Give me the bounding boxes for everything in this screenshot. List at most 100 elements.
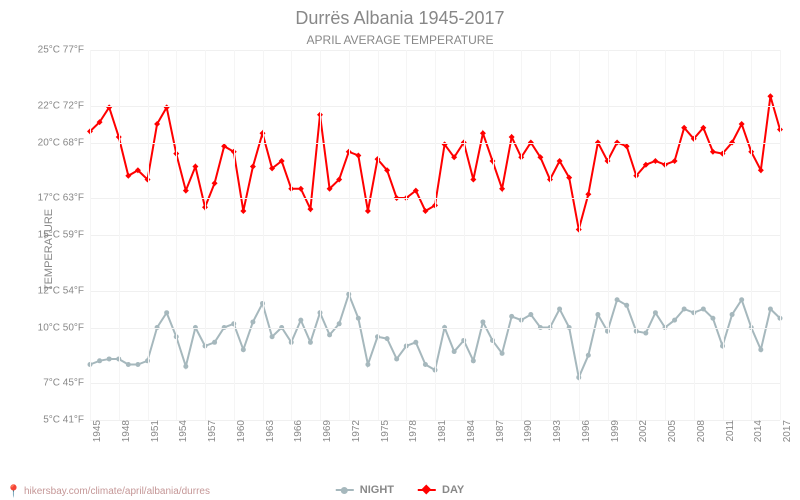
marker-day bbox=[480, 130, 486, 136]
marker-day bbox=[240, 208, 246, 214]
x-tick: 1975 bbox=[378, 420, 391, 442]
marker-night bbox=[212, 340, 217, 345]
marker-night bbox=[739, 297, 744, 302]
marker-night bbox=[107, 356, 112, 361]
legend-marker-night bbox=[336, 489, 354, 491]
marker-night bbox=[298, 318, 303, 323]
grid-line-v bbox=[263, 50, 264, 420]
x-tick: 1969 bbox=[320, 420, 333, 442]
legend-marker-day bbox=[418, 489, 436, 491]
grid-line-v bbox=[176, 50, 177, 420]
marker-night bbox=[509, 314, 514, 319]
y-tick: 22°C 72°F bbox=[38, 100, 90, 111]
grid-line-v bbox=[608, 50, 609, 420]
marker-day bbox=[624, 143, 630, 149]
grid-line-v bbox=[550, 50, 551, 420]
grid-line-v bbox=[464, 50, 465, 420]
marker-night bbox=[643, 331, 648, 336]
marker-night bbox=[653, 310, 658, 315]
marker-night bbox=[241, 347, 246, 352]
marker-night bbox=[452, 349, 457, 354]
marker-night bbox=[480, 319, 485, 324]
marker-night bbox=[250, 319, 255, 324]
grid-line-v bbox=[205, 50, 206, 420]
grid-line-v bbox=[378, 50, 379, 420]
y-tick: 17°C 63°F bbox=[38, 193, 90, 204]
marker-night bbox=[710, 316, 715, 321]
x-tick: 1996 bbox=[579, 420, 592, 442]
grid-line-v bbox=[320, 50, 321, 420]
grid-line-v bbox=[435, 50, 436, 420]
grid-line-v bbox=[119, 50, 120, 420]
grid-line-v bbox=[579, 50, 580, 420]
marker-night bbox=[183, 364, 188, 369]
marker-day bbox=[183, 188, 189, 194]
marker-day bbox=[365, 208, 371, 214]
grid-line-v bbox=[493, 50, 494, 420]
x-tick: 1963 bbox=[263, 420, 276, 442]
marker-day bbox=[212, 180, 218, 186]
x-tick: 1984 bbox=[464, 420, 477, 442]
x-tick: 1999 bbox=[608, 420, 621, 442]
x-tick: 2005 bbox=[665, 420, 678, 442]
marker-night bbox=[327, 332, 332, 337]
marker-day bbox=[710, 149, 716, 155]
chart-subtitle: APRIL AVERAGE TEMPERATURE bbox=[0, 33, 800, 47]
y-tick: 7°C 45°F bbox=[43, 378, 90, 389]
x-tick: 1966 bbox=[291, 420, 304, 442]
footer-url: hikersbay.com/climate/april/albania/durr… bbox=[24, 486, 210, 497]
marker-day bbox=[767, 93, 773, 99]
x-tick: 1948 bbox=[119, 420, 132, 442]
marker-day bbox=[585, 191, 591, 197]
grid-line-v bbox=[90, 50, 91, 420]
grid-line-v bbox=[521, 50, 522, 420]
marker-night bbox=[423, 362, 428, 367]
legend-item-day: DAY bbox=[418, 484, 464, 496]
marker-day bbox=[509, 134, 515, 140]
marker-night bbox=[672, 318, 677, 323]
marker-night bbox=[337, 321, 342, 326]
marker-night bbox=[615, 297, 620, 302]
x-tick: 2014 bbox=[751, 420, 764, 442]
plot-area: 5°C 41°F7°C 45°F10°C 50°F12°C 54°F15°C 5… bbox=[90, 50, 780, 420]
legend-item-night: NIGHT bbox=[336, 484, 394, 496]
grid-line-v bbox=[723, 50, 724, 420]
y-tick: 12°C 54°F bbox=[38, 285, 90, 296]
marker-night bbox=[126, 362, 131, 367]
y-tick: 5°C 41°F bbox=[43, 415, 90, 426]
legend-label-night: NIGHT bbox=[360, 484, 394, 496]
marker-night bbox=[528, 312, 533, 317]
chart-container: Durrës Albania 1945-2017 APRIL AVERAGE T… bbox=[0, 0, 800, 500]
marker-day bbox=[192, 164, 198, 170]
marker-night bbox=[768, 307, 773, 312]
x-tick: 1990 bbox=[521, 420, 534, 442]
grid-line-v bbox=[234, 50, 235, 420]
chart-title: Durrës Albania 1945-2017 bbox=[0, 0, 800, 29]
marker-night bbox=[164, 310, 169, 315]
marker-night bbox=[270, 334, 275, 339]
marker-day bbox=[307, 206, 313, 212]
marker-night bbox=[413, 340, 418, 345]
grid-line-v bbox=[751, 50, 752, 420]
x-tick: 2002 bbox=[636, 420, 649, 442]
marker-night bbox=[356, 316, 361, 321]
footer: 📍 hikersbay.com/climate/april/albania/du… bbox=[6, 484, 210, 498]
marker-day bbox=[355, 152, 361, 158]
y-axis-label: TEMPERATURE bbox=[43, 209, 55, 291]
marker-night bbox=[701, 307, 706, 312]
marker-night bbox=[135, 362, 140, 367]
legend: NIGHT DAY bbox=[336, 484, 464, 496]
marker-night bbox=[97, 358, 102, 363]
grid-line-v bbox=[665, 50, 666, 420]
marker-day bbox=[250, 164, 256, 170]
grid-line-v bbox=[636, 50, 637, 420]
marker-day bbox=[499, 186, 505, 192]
marker-night bbox=[758, 347, 763, 352]
marker-night bbox=[365, 362, 370, 367]
grid-line-v bbox=[148, 50, 149, 420]
marker-night bbox=[586, 353, 591, 358]
y-tick: 20°C 68°F bbox=[38, 137, 90, 148]
marker-night bbox=[500, 351, 505, 356]
x-tick: 1987 bbox=[493, 420, 506, 442]
x-tick: 1951 bbox=[148, 420, 161, 442]
